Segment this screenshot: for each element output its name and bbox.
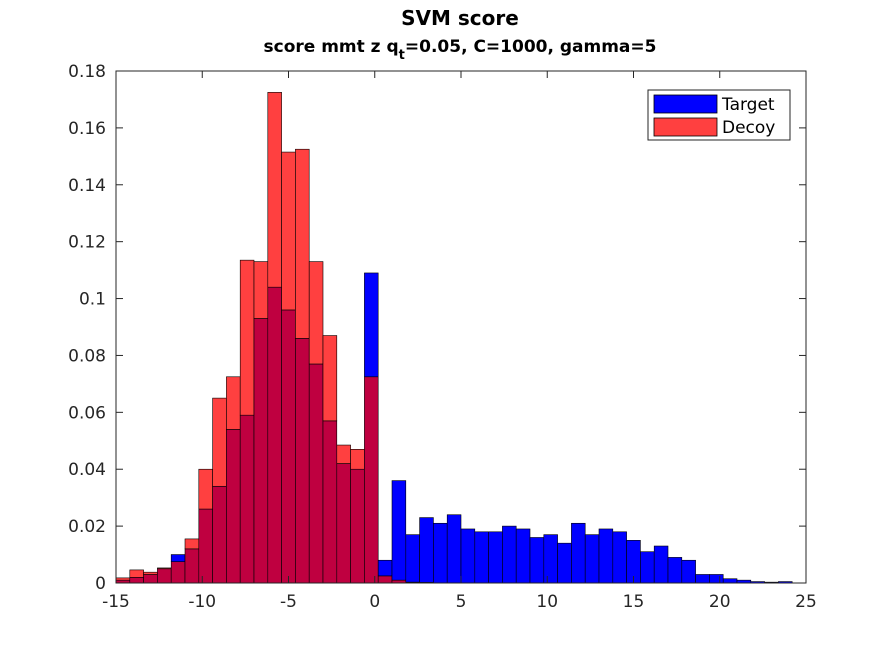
- overlap-bar: [143, 574, 158, 584]
- x-tick-label: 10: [536, 592, 558, 612]
- decoy-bar: [115, 577, 131, 581]
- target-bar: [405, 534, 420, 583]
- overlap-bar: [170, 561, 186, 584]
- overlap-bar: [350, 468, 365, 584]
- histogram-bars: [115, 92, 793, 584]
- x-tick-label: -10: [188, 592, 216, 612]
- y-tick-label: 0.12: [68, 233, 106, 253]
- overlap-bar: [184, 548, 200, 584]
- y-tick-label: 0.1: [79, 290, 106, 310]
- legend-label-decoy: Decoy: [722, 118, 775, 138]
- overlap-bar: [336, 463, 351, 584]
- decoy-bar: [267, 92, 282, 288]
- x-tick-label: 0: [369, 592, 380, 612]
- target-bar: [709, 574, 724, 584]
- legend-label-target: Target: [721, 95, 775, 115]
- chart-subtitle: score mmt z qt=0.05, C=1000, gamma=5: [264, 37, 657, 63]
- target-bar: [612, 531, 627, 584]
- overlap-bar: [377, 575, 393, 584]
- decoy-bar: [308, 261, 324, 365]
- overlap-bar: [198, 508, 213, 584]
- decoy-bar: [129, 569, 144, 578]
- target-bar: [502, 525, 517, 584]
- target-bar: [640, 551, 655, 584]
- target-bar: [598, 528, 614, 584]
- target-bar: [557, 542, 572, 584]
- y-tick-label: 0.16: [68, 119, 106, 139]
- decoy-bar: [226, 376, 241, 430]
- y-tick-label: 0.06: [68, 403, 106, 423]
- target-bar: [170, 554, 186, 562]
- target-bar: [667, 557, 683, 584]
- overlap-bar: [239, 414, 255, 584]
- decoy-bar: [212, 397, 227, 487]
- target-bar: [584, 534, 600, 584]
- target-bar: [681, 559, 696, 584]
- target-bar: [529, 537, 545, 584]
- target-bar: [695, 574, 710, 584]
- y-tick-label: 0.04: [68, 460, 106, 480]
- target-bar: [377, 559, 393, 577]
- decoy-bar: [336, 444, 351, 464]
- overlap-bar: [253, 318, 269, 584]
- decoy-bar: [143, 571, 158, 575]
- target-bar: [543, 534, 558, 584]
- target-bar: [433, 522, 448, 584]
- x-tick-label: 25: [795, 592, 817, 612]
- overlap-bar: [157, 568, 172, 584]
- legend-swatch-target: [653, 94, 718, 114]
- y-tick-label: 0.02: [68, 517, 106, 537]
- x-tick-label: 20: [709, 592, 731, 612]
- x-tick-label: -5: [280, 592, 297, 612]
- target-bar: [488, 531, 503, 584]
- subtitle-prefix: score mmt z q: [264, 37, 399, 57]
- overlap-bar: [308, 363, 324, 584]
- y-tick-label: 0.14: [68, 176, 106, 196]
- target-bar: [460, 528, 476, 584]
- decoy-bar: [239, 259, 255, 416]
- target-bar: [391, 480, 407, 581]
- overlap-bar: [364, 376, 379, 584]
- x-tick-label: 5: [456, 592, 467, 612]
- overlap-bar: [322, 420, 338, 584]
- subtitle-subscript: t: [399, 48, 405, 63]
- overlap-bar: [129, 577, 144, 584]
- x-tick-label: -15: [102, 592, 130, 612]
- x-tick-label: 15: [623, 592, 645, 612]
- decoy-bar: [322, 335, 338, 422]
- target-bar: [446, 514, 462, 584]
- legend-swatch-decoy: [653, 117, 718, 137]
- y-tick-label: 0: [95, 574, 106, 594]
- target-bar: [364, 272, 379, 378]
- chart-title: SVM score: [401, 6, 519, 30]
- decoy-bar: [350, 449, 365, 470]
- subtitle-suffix: =0.05, C=1000, gamma=5: [405, 37, 657, 57]
- decoy-bar: [295, 148, 310, 339]
- y-tick-label: 0.08: [68, 346, 106, 366]
- target-bar: [653, 545, 669, 584]
- target-bar: [515, 528, 531, 584]
- overlap-bar: [295, 338, 310, 584]
- y-tick-label: 0.18: [68, 62, 106, 82]
- decoy-bar: [184, 538, 200, 550]
- target-bar: [474, 531, 489, 584]
- overlap-bar: [226, 429, 241, 584]
- legend: Target Decoy: [647, 89, 791, 141]
- overlap-bar: [267, 286, 282, 584]
- target-bar: [571, 522, 586, 584]
- decoy-bar: [281, 151, 296, 311]
- overlap-bar: [212, 485, 227, 584]
- target-bar: [419, 517, 434, 583]
- decoy-bar: [157, 567, 172, 570]
- decoy-bar: [198, 468, 213, 510]
- target-bar: [722, 578, 738, 584]
- overlap-bar: [281, 309, 296, 584]
- axes: -15 -10 -5 0 5 10 15 20 25 0 0.02 0.04 0.06 0.08 0.1 0.…: [68, 62, 817, 612]
- decoy-bar: [253, 261, 269, 319]
